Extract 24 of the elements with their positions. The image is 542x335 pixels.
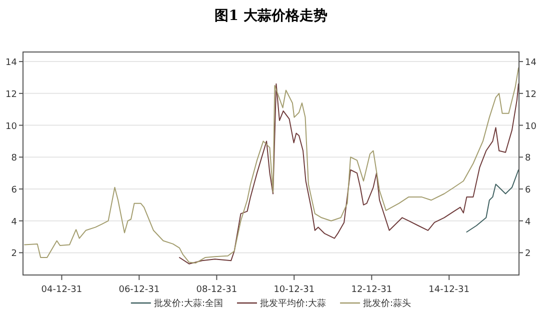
title: 图1 大蒜价格走势 [214, 8, 328, 24]
x-tick-label: 10-12-31 [274, 285, 315, 295]
y-tick-label: 8 [11, 154, 18, 164]
y2-tick-label: 6 [525, 185, 531, 196]
legend-label: 批发价:大蒜:全国 [154, 298, 223, 309]
y2-tick-label: 10 [525, 122, 537, 132]
y-tick-label: 4 [11, 217, 18, 228]
x-tick-label: 06-12-31 [118, 285, 160, 295]
x-tick-label: 12-12-31 [351, 285, 392, 295]
y-tick-label: 12 [6, 90, 17, 100]
y2-tick-label: 8 [525, 154, 531, 164]
y-tick-label: 6 [11, 185, 18, 196]
y-tick-label: 14 [6, 58, 18, 68]
y2-tick-label: 12 [525, 90, 536, 100]
y2-tick-label: 14 [525, 58, 537, 68]
legend-label: 批发价:蒜头 [363, 298, 412, 309]
x-tick-label: 14-12-31 [428, 285, 470, 295]
y-tick-label: 2 [11, 249, 17, 260]
x-tick-label: 08-12-31 [196, 285, 238, 295]
legend-label: 批发平均价:大蒜 [260, 298, 326, 309]
x-tick-label: 04-12-31 [41, 285, 82, 295]
y2-tick-label: 2 [525, 249, 531, 260]
y2-tick-label: 4 [525, 217, 531, 228]
y-tick-label: 10 [6, 122, 18, 132]
